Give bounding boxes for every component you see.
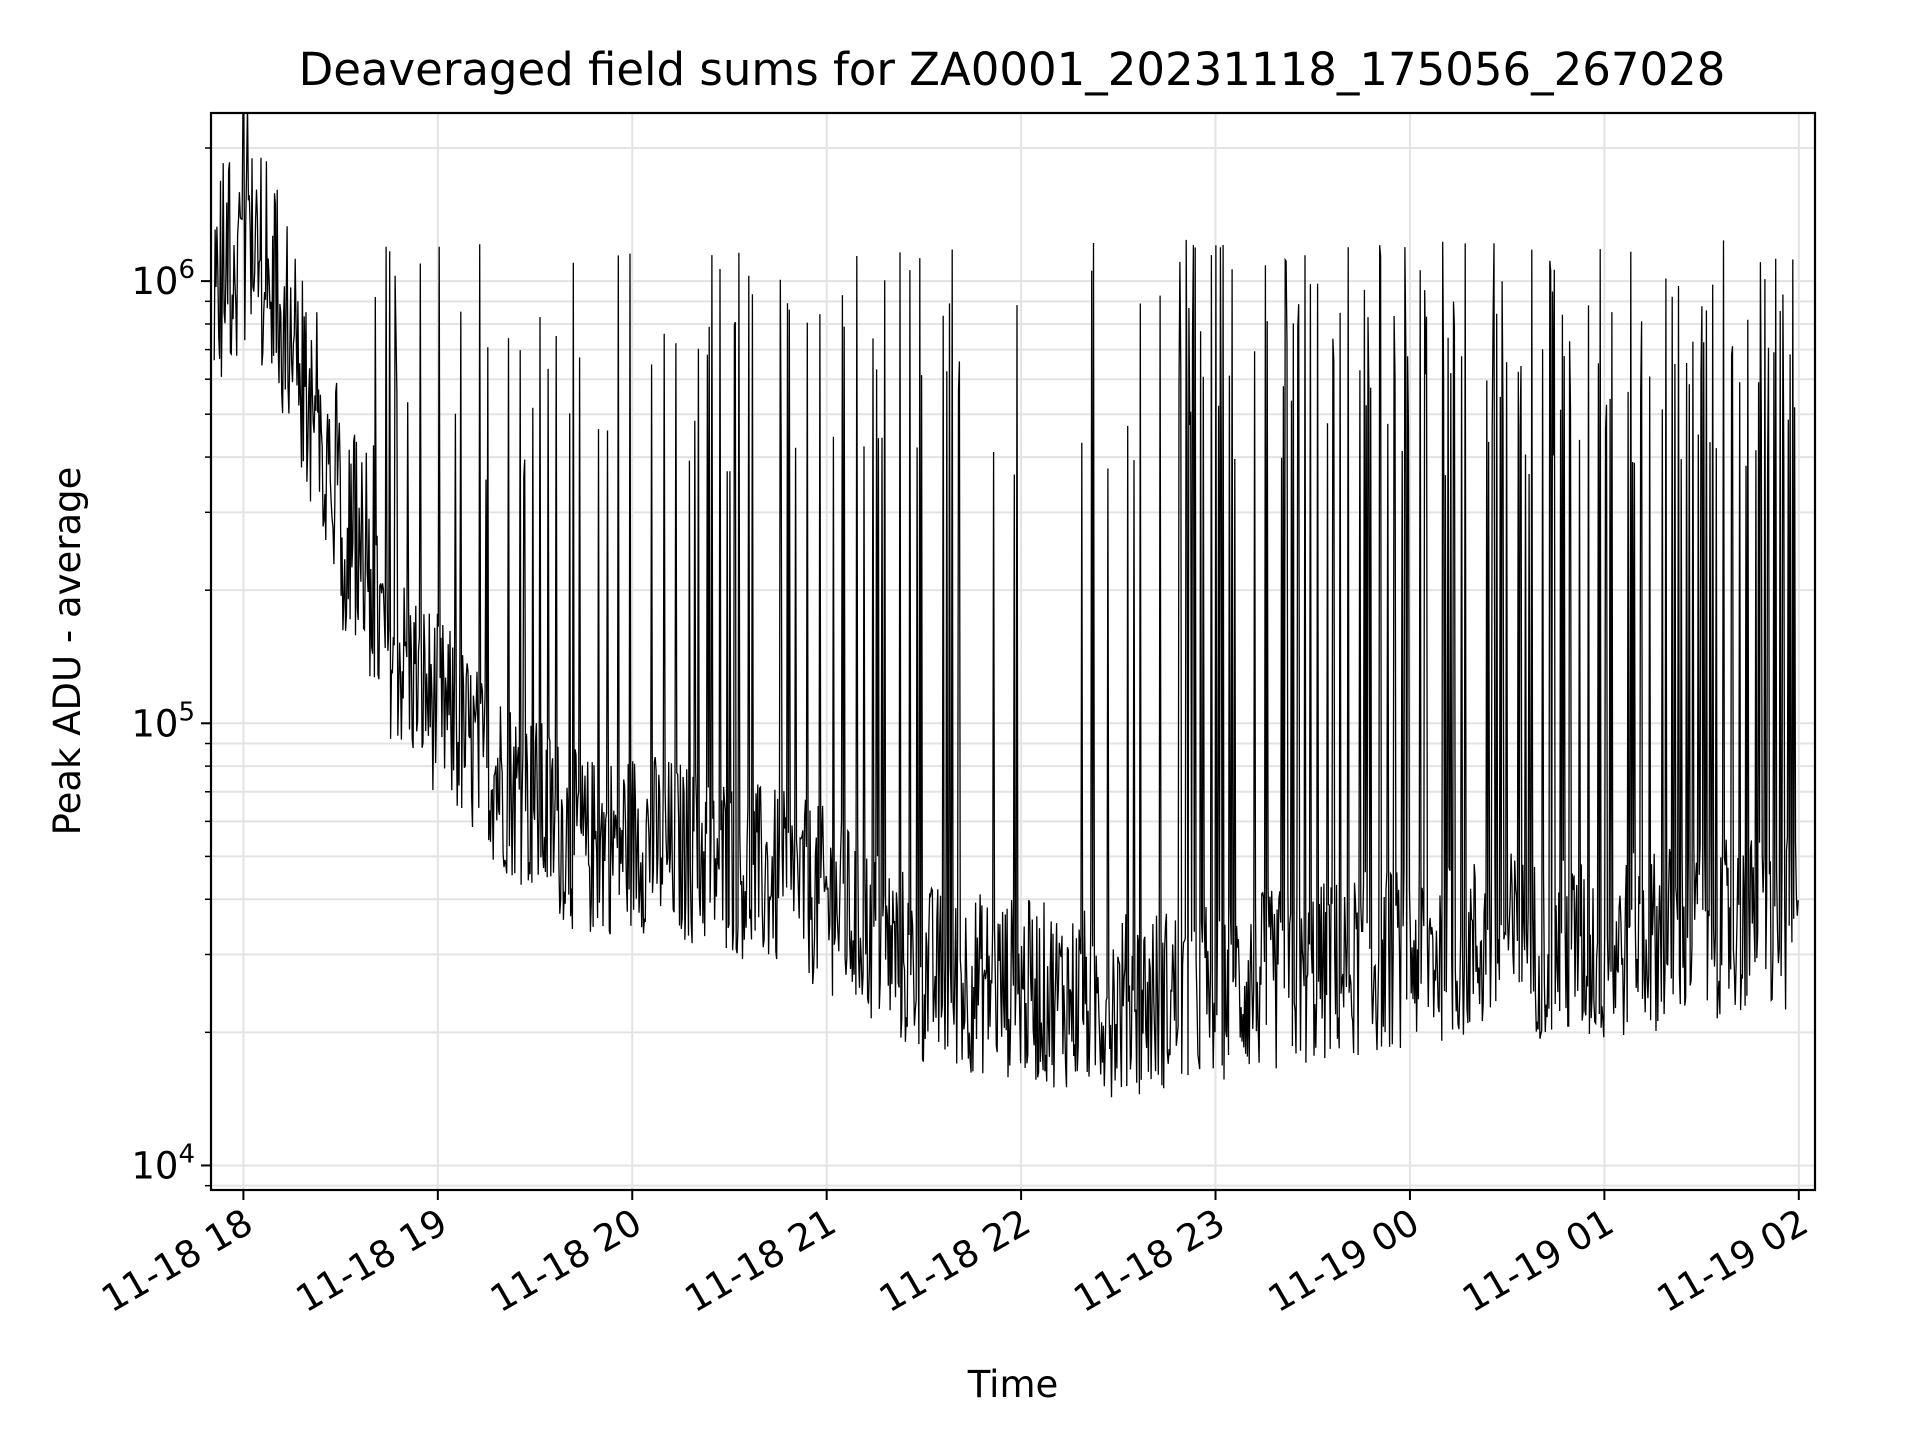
y-tick-label: 104 [131,1139,195,1187]
plot-frame [209,111,1817,1192]
x-axis-label: Time [967,1363,1059,1406]
chart-title: Deaveraged field sums for ZA0001_2023111… [299,43,1726,96]
y-tick-exponent: 5 [178,697,195,727]
y-tick-exponent: 4 [178,1139,195,1169]
y-tick-exponent: 6 [178,255,195,285]
y-tick-label: 105 [131,697,195,745]
plot-area [213,113,1799,1098]
series-line [213,113,1799,1098]
series-group [213,113,1799,1098]
y-axis-label: Peak ADU - average [46,467,89,836]
y-tick-label: 106 [131,255,195,303]
y-tick-base: 10 [131,1144,178,1187]
y-tick-base: 10 [131,702,178,745]
y-tick-base: 10 [131,260,178,303]
